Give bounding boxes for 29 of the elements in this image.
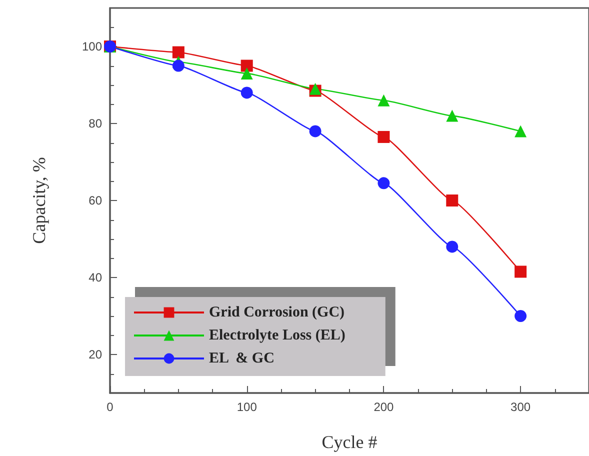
point [446, 110, 458, 122]
point [378, 177, 390, 190]
point [378, 94, 390, 106]
y-tick-label: 40 [88, 270, 102, 284]
point [514, 125, 527, 138]
y-tick-label: 60 [88, 194, 102, 208]
y-axis-title: Capacity, % [29, 157, 49, 244]
legend-label: EL & GC [209, 350, 274, 366]
point [378, 130, 390, 143]
x-tick-label: 200 [374, 400, 394, 414]
point [240, 86, 253, 99]
y-tick-label: 20 [88, 348, 102, 362]
point [172, 60, 184, 72]
point [240, 60, 253, 72]
point [446, 240, 458, 253]
point [514, 266, 527, 278]
x-tick-label: 100 [236, 400, 258, 414]
y-tick-label: 100 [82, 40, 102, 54]
point [309, 125, 322, 138]
point [514, 310, 527, 322]
y-tick-label: 80 [88, 116, 102, 130]
x-tick-label: 0 [106, 400, 114, 414]
x-axis-title: Cycle # [322, 432, 378, 452]
x-tick-label: 300 [510, 400, 531, 414]
legend-label: Electrolyte Loss (EL) [209, 328, 346, 344]
legend-label: Grid Corrosion (GC) [209, 304, 345, 320]
point [172, 46, 184, 58]
point [240, 67, 253, 80]
point [446, 194, 458, 206]
